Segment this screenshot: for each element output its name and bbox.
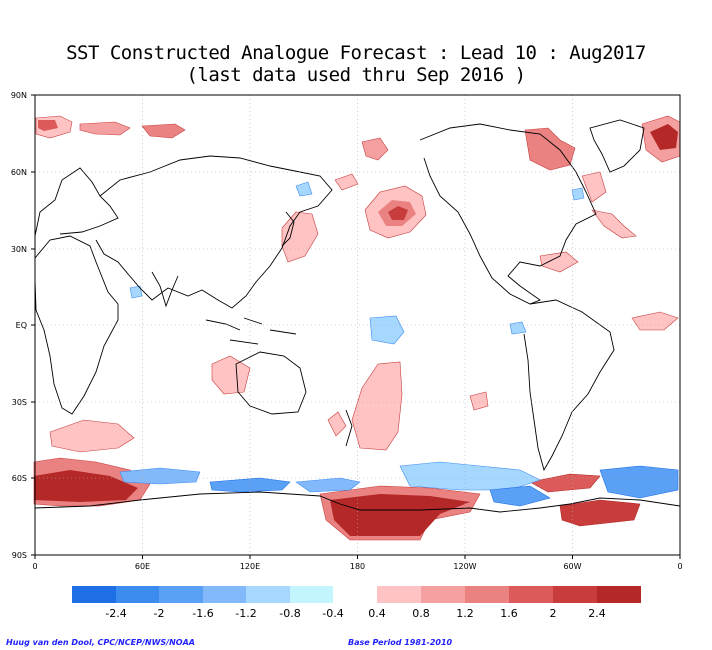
warm-patch-south-atlantic [469,391,489,411]
colorbar-neg-6 [290,586,333,603]
north-america-coast [419,123,597,305]
cool-patch-south-pacific-east [399,461,541,491]
colorbar-neg-3 [159,586,203,603]
warm-core-north-atlantic [38,120,58,131]
colorbar-label-3: -1.6 [192,607,213,620]
colorbar-pos-5 [553,586,597,603]
lat-label-eq: EQ [16,321,27,330]
gridlines [35,95,680,555]
colorbar-neg-4 [203,586,246,603]
india-coast [151,271,179,308]
colorbar-label-11: 2 [550,607,557,620]
lon-label-60w: 60W [563,562,581,571]
australia-coast [235,351,307,415]
lon-label-120e: 120E [240,562,260,571]
nz-coast [345,409,353,447]
cool-patch-south-pacific-west [295,477,361,493]
warm-patch-nw-atlantic [591,209,637,239]
greenland-coast [589,119,645,173]
warm-center-north-pacific [388,206,408,220]
europe-coast [34,167,119,237]
cool-patch-equatorial-pacific [369,315,405,345]
warm-patch-south-pacific [351,361,403,451]
colorbar-label-2: -2 [154,607,165,620]
colorbar-label-4: -1.2 [235,607,256,620]
colorbar-pos-4 [509,586,553,603]
cool-patch-australia-south [209,477,291,493]
lat-label-60n: 60N [11,168,27,177]
colorbar-label-8: 0.8 [412,607,430,620]
warm-patch-barents [79,121,131,136]
warm-anomalies [33,115,681,541]
colorbar-neg-5 [246,586,290,603]
lon-label-120w: 120W [453,562,476,571]
lat-label-30n: 30N [11,245,27,254]
footer-base-period: Base Period 1981-2010 [348,638,453,647]
colorbar-label-7: 0.4 [368,607,386,620]
colorbar-label-10: 1.6 [500,607,518,620]
cool-patch-southern-indian [119,467,201,485]
warm-patch-kara [141,123,186,139]
colorbar-neg-1 [72,586,116,603]
colorbar-label-6: -0.4 [322,607,343,620]
colorbar-label-12: 2.4 [588,607,606,620]
footer-credit: Huug van den Dool, CPC/NCEP/NWS/NOAA [6,638,195,647]
cool-patch-south-atlantic-polar [599,465,679,499]
warm-patch-west-australia [211,355,251,395]
cool-anomalies [119,181,679,507]
warm-core-ross-sea [330,494,470,536]
warm-core-greenland-sea [650,124,678,150]
warm-patch-east-atlantic [631,311,679,331]
coastlines [34,119,681,513]
lon-label-0-left: 0 [32,562,37,571]
japan-coast [281,211,295,247]
cool-patch-east-pacific [509,321,527,335]
colorbar-label-1: -2.4 [105,607,126,620]
indonesia-coast [205,317,297,345]
warm-patch-bering [334,173,359,191]
warm-patch-tasman [327,411,347,437]
africa-coast [34,235,119,415]
colorbar-pos-2 [421,586,465,603]
cool-patch-newfoundland [571,187,585,201]
colorbar-neg-2 [116,586,159,603]
cool-patch-drake [489,485,551,507]
lon-label-0-right: 0 [677,562,682,571]
cool-patch-north-pacific-west [295,181,313,197]
warm-patch-canadian-arctic [524,127,576,171]
asia-coast [95,155,333,309]
cool-patch-arabian [129,285,143,299]
warm-patch-south-indian [49,419,135,453]
warm-patch-labrador [581,171,607,203]
lon-label-180: 180 [350,562,365,571]
lat-label-60s: 60S [12,474,27,483]
warm-patch-weddell [529,473,601,493]
chart-subtitle: (last data used thru Sep 2016 ) [186,64,526,86]
colorbar-label-5: -0.8 [279,607,300,620]
warm-patch-bellingshausen [559,499,641,527]
lon-axis: 0 60E 120E 180 120W 60W 0 [32,555,683,571]
colorbar-pos-1 [377,586,421,603]
colorbar: -2.4 -2 -1.6 -1.2 -0.8 -0.4 0.4 0.8 1.2 … [72,586,641,620]
colorbar-pos-6 [597,586,641,603]
lat-label-90n: 90N [11,91,27,100]
south-america-coast [523,299,615,472]
lat-label-30s: 30S [12,398,27,407]
colorbar-pos-3 [465,586,509,603]
antarctica-coast [34,491,681,513]
warm-patch-east-siberian [361,137,389,161]
lon-label-60e: 60E [135,562,150,571]
colorbar-label-9: 1.2 [456,607,474,620]
warm-patch-kuroshio [281,211,319,263]
chart-title: SST Constructed Analogue Forecast : Lead… [66,42,646,64]
lat-label-90s: 90S [12,551,27,560]
lat-axis: 90N 60N 30N EQ 30S 60S 90S [11,91,35,560]
